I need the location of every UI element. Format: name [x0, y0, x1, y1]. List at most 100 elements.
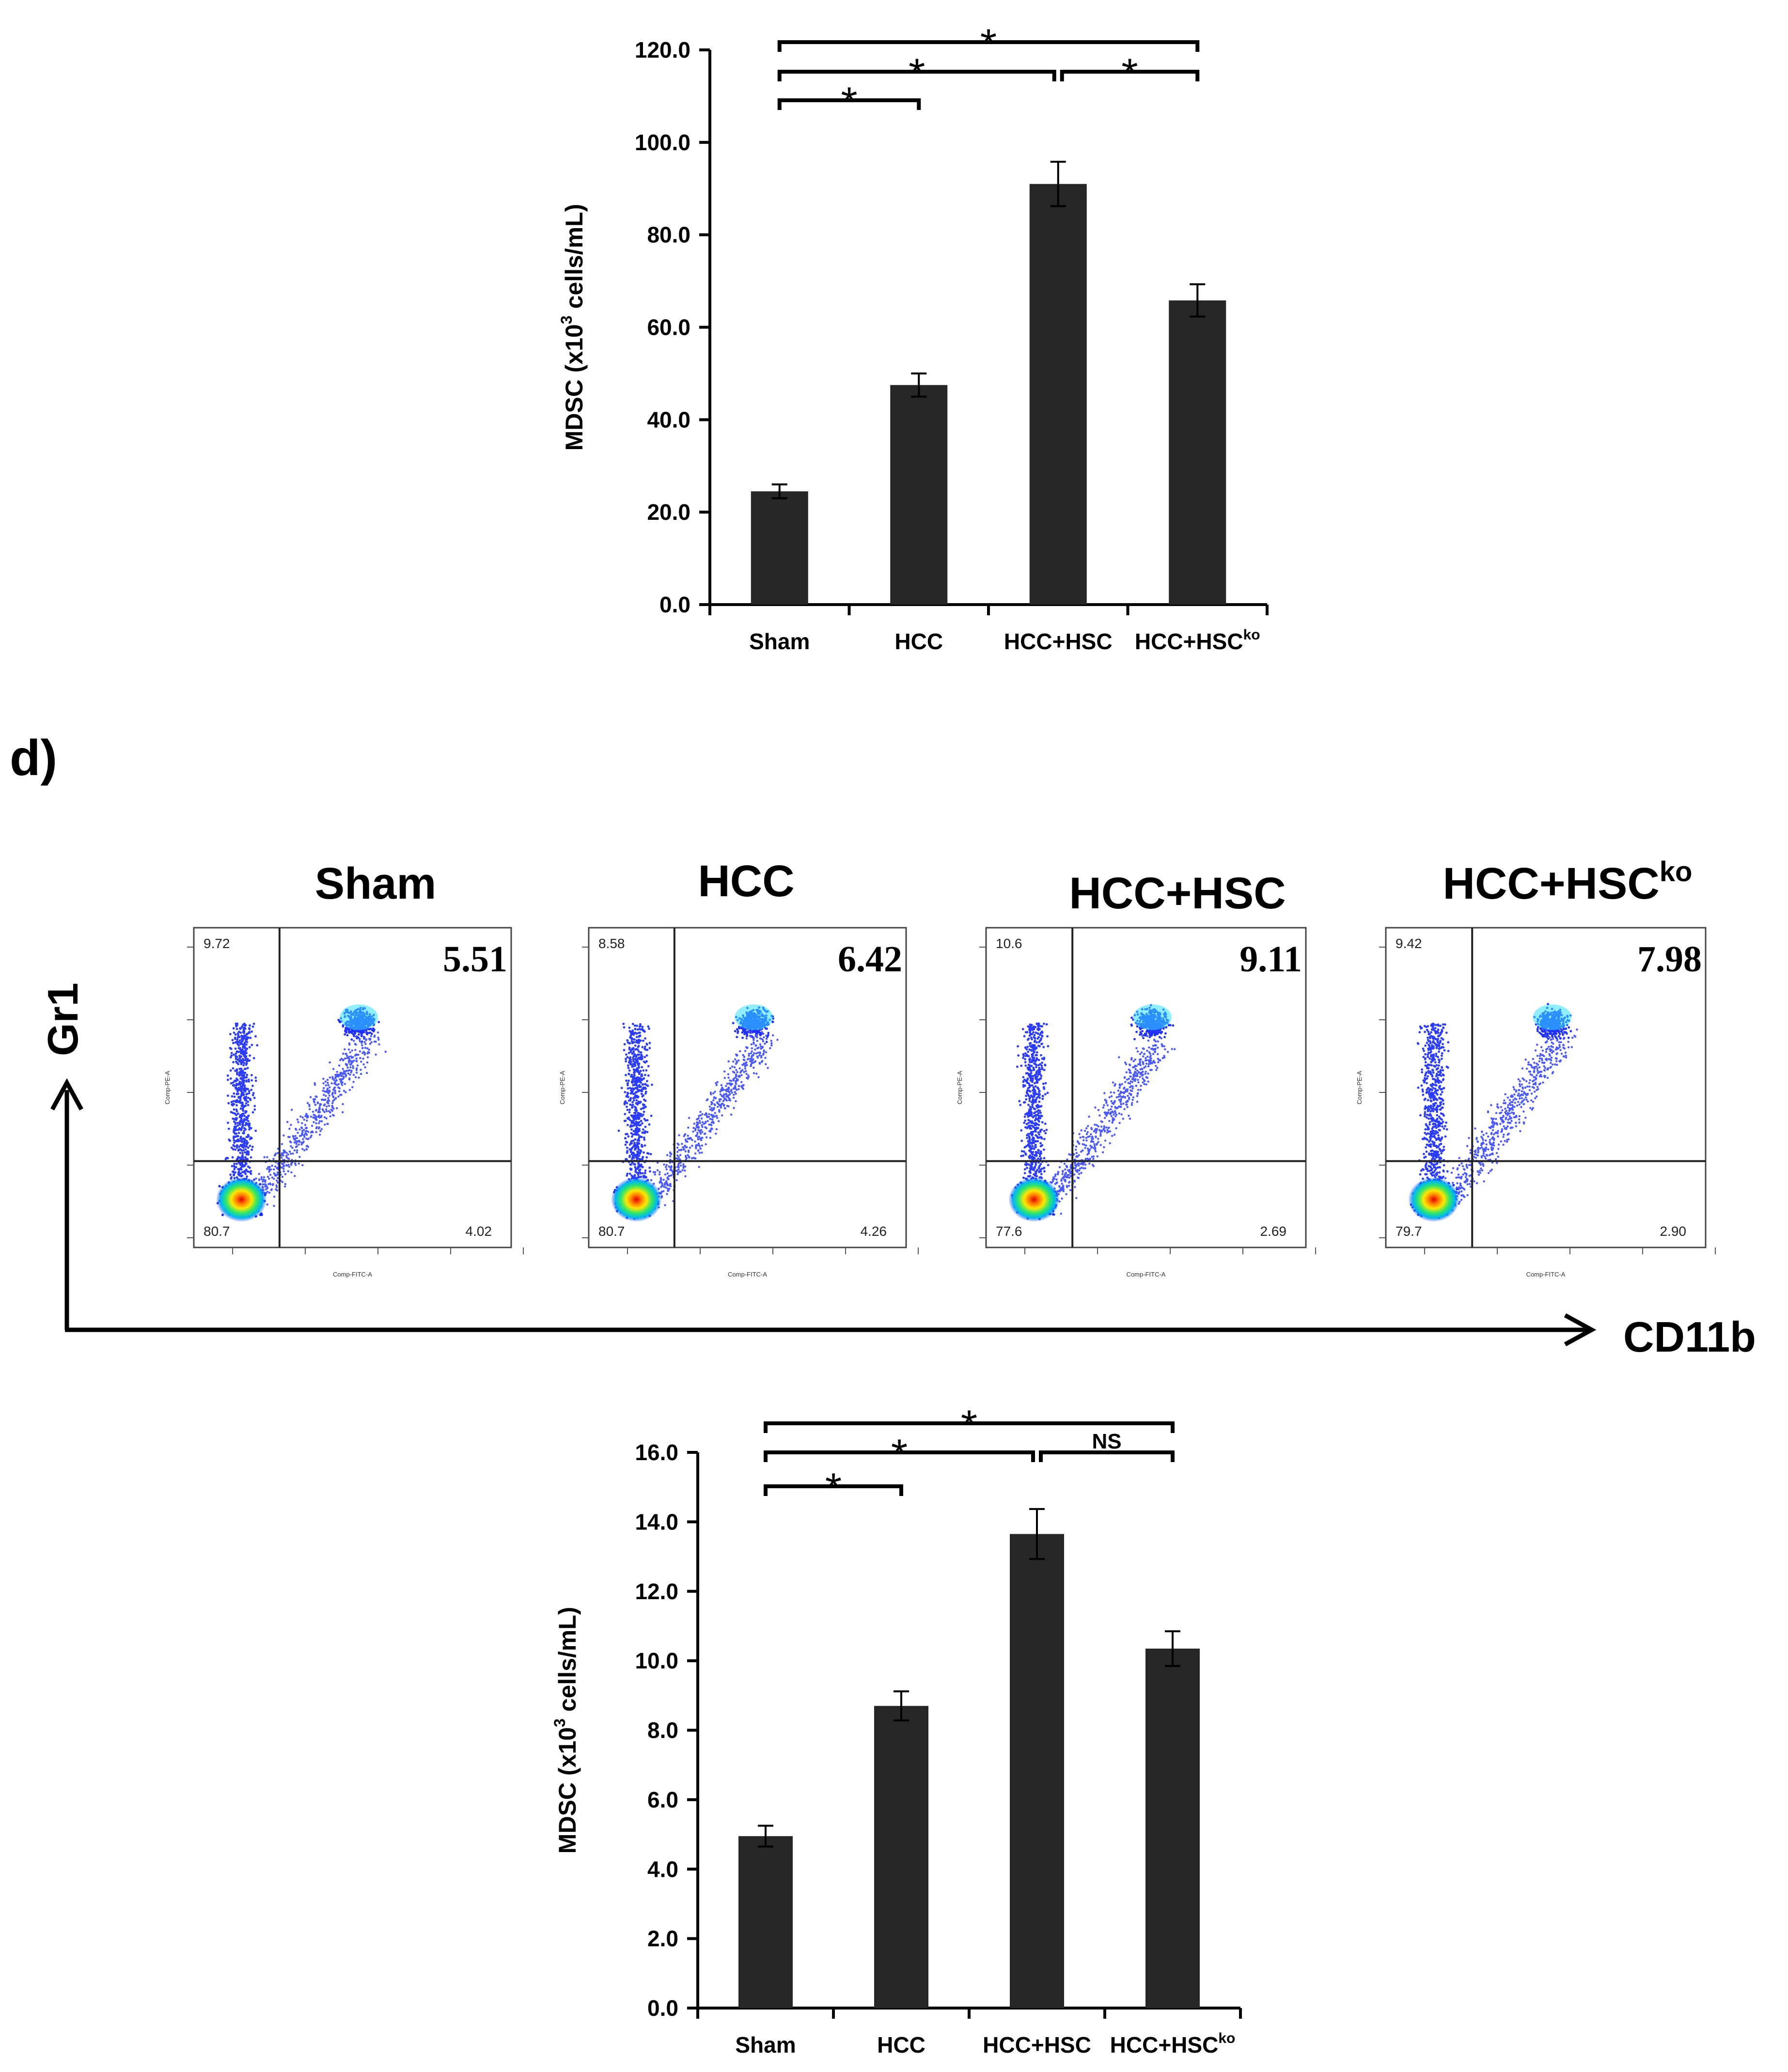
event-dot — [369, 1043, 372, 1045]
event-dot — [342, 1025, 345, 1028]
event-dot — [282, 1168, 285, 1170]
event-dot — [377, 1021, 380, 1024]
event-dot — [363, 1052, 366, 1055]
x-category-text: Sham — [749, 629, 810, 654]
event-dot — [628, 1069, 631, 1072]
event-dot — [290, 1145, 292, 1148]
event-dot — [250, 1089, 253, 1091]
event-dot — [229, 1069, 232, 1072]
event-dot — [236, 1144, 238, 1147]
event-dot — [354, 1076, 357, 1078]
event-dot — [253, 1096, 256, 1099]
significance-label: * — [909, 49, 925, 97]
event-dot — [247, 1120, 250, 1122]
event-dot — [630, 1128, 633, 1131]
event-dot — [352, 1067, 355, 1069]
event-dot — [328, 1094, 331, 1097]
event-dot — [234, 1148, 236, 1151]
event-dot — [337, 1095, 340, 1098]
event-dot — [361, 1044, 363, 1046]
event-dot — [240, 1168, 243, 1171]
event-dot — [244, 1024, 247, 1027]
x-category-label: HCC+HSC — [1004, 629, 1113, 654]
y-axis-label: MDSC (x103 cells/mL) — [558, 204, 588, 451]
event-dot — [345, 1091, 347, 1093]
event-dot — [377, 1036, 379, 1039]
event-dot — [373, 1040, 376, 1043]
event-dot — [345, 1055, 348, 1057]
event-dot — [312, 1110, 314, 1113]
event-dot — [339, 1093, 342, 1096]
event-dot — [289, 1153, 292, 1155]
event-dot — [304, 1123, 307, 1126]
y-tick-label: 20.0 — [647, 499, 690, 525]
event-dot — [347, 1048, 350, 1051]
density-cluster — [340, 1004, 378, 1030]
event-dot — [643, 1106, 645, 1109]
event-dot — [241, 1037, 243, 1039]
event-dot — [245, 1043, 248, 1046]
event-dot — [634, 1044, 637, 1047]
event-dot — [317, 1122, 320, 1124]
event-dot — [633, 1075, 636, 1077]
event-dot — [635, 1036, 638, 1039]
event-dot — [625, 1106, 628, 1108]
event-dot — [273, 1178, 275, 1180]
event-dot — [301, 1148, 304, 1151]
event-dot — [268, 1169, 271, 1172]
x-category-superscript: ko — [1243, 627, 1260, 643]
event-dot — [286, 1164, 288, 1167]
event-dot — [232, 1053, 235, 1056]
event-dot — [218, 1184, 221, 1188]
event-dot — [241, 1174, 244, 1177]
event-dot — [349, 1055, 352, 1058]
event-dot — [246, 1047, 249, 1050]
event-dot — [233, 1103, 235, 1106]
significance-label: * — [1121, 49, 1138, 97]
event-dot — [305, 1148, 308, 1151]
event-dot — [288, 1136, 291, 1138]
event-dot — [331, 1100, 334, 1103]
event-dot — [243, 1114, 246, 1117]
event-dot — [355, 1060, 358, 1062]
event-dot — [235, 1163, 238, 1165]
event-dot — [238, 1068, 241, 1070]
event-dot — [293, 1141, 296, 1144]
event-dot — [243, 1088, 246, 1091]
event-dot — [285, 1156, 288, 1159]
event-dot — [295, 1142, 298, 1145]
event-dot — [625, 1058, 627, 1060]
event-dot — [366, 1047, 369, 1050]
event-dot — [237, 1132, 240, 1135]
event-dot — [239, 1083, 241, 1086]
event-dot — [229, 1056, 232, 1059]
event-dot — [642, 1128, 644, 1131]
event-dot — [301, 1130, 304, 1132]
event-dot — [355, 1035, 358, 1038]
event-dot — [372, 1030, 375, 1033]
event-dot — [234, 1086, 237, 1089]
event-dot — [623, 1043, 626, 1045]
event-dot — [318, 1120, 321, 1122]
event-dot — [346, 1066, 349, 1069]
event-dot — [627, 1066, 630, 1069]
event-dot — [232, 1137, 235, 1139]
event-dot — [290, 1108, 293, 1111]
event-dot — [249, 1144, 251, 1147]
event-dot — [640, 1075, 643, 1077]
event-dot — [237, 1063, 240, 1065]
event-dot — [246, 1150, 249, 1153]
event-dot — [348, 1029, 350, 1032]
event-dot — [244, 1072, 247, 1075]
event-dot — [287, 1157, 290, 1160]
event-dot — [226, 1094, 229, 1097]
event-dot — [320, 1098, 323, 1101]
event-dot — [628, 1030, 631, 1032]
event-dot — [233, 1084, 236, 1087]
event-dot — [251, 1044, 253, 1046]
event-dot — [247, 1104, 250, 1106]
event-dot — [301, 1132, 303, 1135]
event-dot — [251, 1079, 253, 1082]
event-dot — [319, 1130, 322, 1132]
y-tick-label: 100.0 — [635, 130, 690, 155]
